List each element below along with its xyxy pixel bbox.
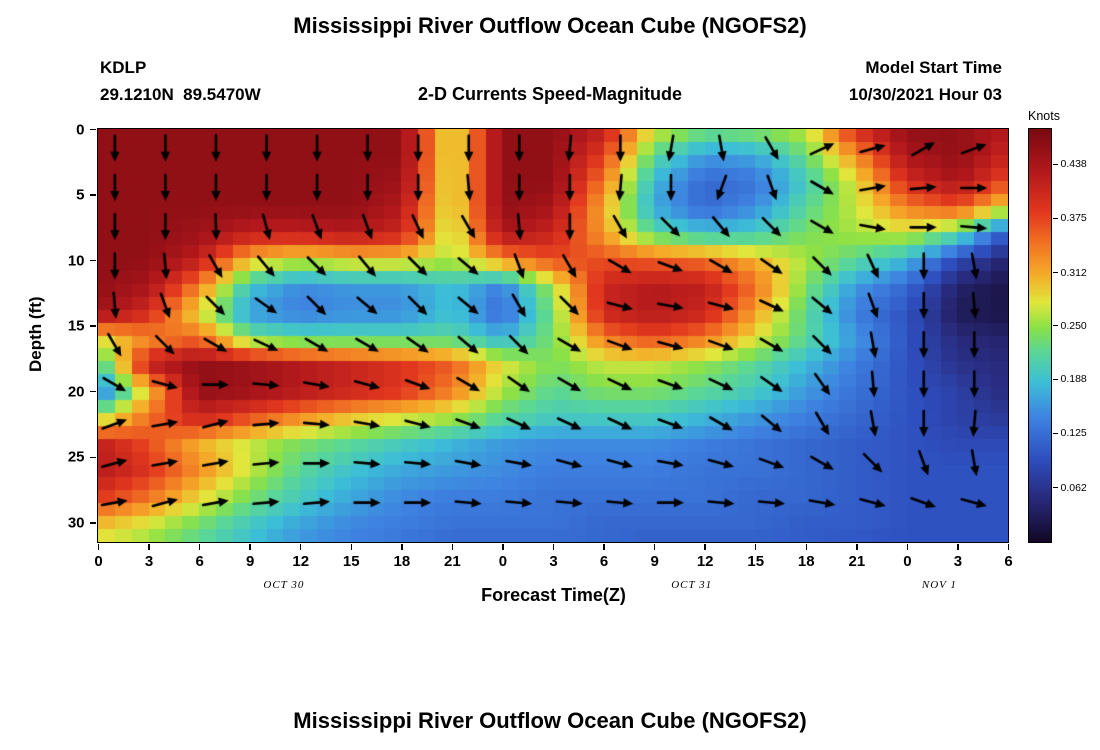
x-tick-label: 21: [444, 552, 461, 570]
x-tick-mark: [451, 544, 454, 550]
y-tick-mark: [89, 325, 96, 327]
model-start-time-label: Model Start Time: [865, 58, 1002, 77]
x-tick-mark: [97, 544, 100, 550]
x-tick-label: 0: [498, 552, 508, 570]
y-tick-label: 25: [67, 448, 85, 466]
x-tick-label: 15: [342, 552, 360, 570]
x-tick-mark: [401, 544, 403, 550]
colorbar-tick-mark: [1053, 271, 1058, 274]
x-tick-label: 3: [144, 552, 154, 570]
x-tick-mark: [198, 544, 201, 550]
colorbar-tick-mark: [1053, 325, 1058, 327]
x-axis-label: Forecast Time(Z): [481, 585, 626, 605]
colorbar-tick-mark: [1053, 217, 1058, 219]
colorbar-units-label: Knots: [1028, 109, 1060, 123]
x-tick-mark: [1007, 544, 1010, 550]
colorbar-tick-label: 0.125: [1060, 427, 1087, 440]
y-tick-mark: [89, 259, 96, 262]
currents-heatmap-canvas: [98, 129, 1008, 542]
y-tick-label: 30: [67, 514, 85, 532]
x-tick-label: 6: [195, 552, 204, 570]
colorbar-tick-mark: [1053, 487, 1058, 489]
x-tick-mark: [957, 544, 959, 550]
x-tick-label: 3: [953, 552, 963, 570]
y-tick-mark: [89, 390, 96, 393]
chart-title: Mississippi River Outflow Ocean Cube (NG…: [293, 13, 807, 38]
x-tick-mark: [502, 544, 504, 550]
x-tick-mark: [906, 544, 909, 550]
x-tick-mark: [856, 544, 858, 550]
colorbar: [1028, 128, 1052, 543]
x-tick-mark: [299, 544, 302, 550]
x-axis-date-label: NOV 1: [921, 578, 957, 591]
x-tick-label: 21: [848, 552, 866, 570]
colorbar-tick-label: 0.250: [1060, 319, 1087, 332]
chart-subtitle: 2-D Currents Speed-Magnitude: [417, 84, 683, 104]
y-tick-label: 15: [67, 317, 85, 335]
y-tick-label: 10: [67, 252, 85, 270]
x-tick-mark: [249, 544, 251, 550]
x-tick-label: 9: [650, 552, 659, 570]
x-tick-label: 0: [903, 552, 912, 570]
x-tick-mark: [704, 544, 706, 550]
model-start-time-value: 10/30/2021 Hour 03: [848, 85, 1002, 104]
x-tick-label: 3: [549, 552, 558, 570]
x-tick-mark: [754, 544, 757, 550]
x-tick-mark: [350, 544, 353, 550]
x-tick-label: 15: [747, 552, 765, 570]
x-tick-label: 18: [797, 552, 815, 570]
colorbar-tick-label: 0.375: [1060, 212, 1087, 225]
y-tick-label: 0: [76, 121, 85, 138]
station-coordinates: 29.1210N 89.5470W: [100, 85, 261, 104]
x-tick-label: 12: [292, 552, 310, 570]
y-tick-mark: [89, 194, 96, 196]
x-tick-mark: [653, 544, 656, 550]
x-tick-label: 6: [1004, 552, 1013, 570]
colorbar-canvas: [1029, 129, 1051, 542]
x-tick-label: 18: [393, 552, 411, 570]
x-tick-label: 6: [599, 552, 609, 570]
x-tick-mark: [603, 544, 605, 550]
x-tick-mark: [148, 544, 150, 550]
colorbar-tick-mark: [1053, 163, 1058, 165]
y-tick-mark: [89, 128, 96, 131]
y-axis-label: Depth (ft): [26, 296, 45, 372]
colorbar-tick-label: 0.062: [1060, 481, 1087, 494]
y-tick-label: 20: [67, 383, 85, 401]
x-axis-date-label: OCT 30: [263, 578, 305, 591]
colorbar-tick-label: 0.188: [1060, 373, 1087, 386]
x-tick-label: 0: [94, 552, 103, 570]
x-tick-label: 12: [696, 552, 714, 570]
x-tick-label: 9: [245, 552, 255, 570]
next-chart-title: Mississippi River Outflow Ocean Cube (NG…: [293, 708, 807, 733]
colorbar-tick-label: 0.438: [1060, 158, 1087, 171]
colorbar-tick-mark: [1053, 432, 1058, 435]
x-tick-mark: [805, 544, 808, 550]
colorbar-tick-mark: [1053, 378, 1058, 380]
y-tick-mark: [89, 456, 96, 459]
colorbar-tick-label: 0.312: [1060, 266, 1087, 279]
y-tick-label: 5: [76, 186, 85, 204]
station-id: KDLP: [100, 58, 147, 77]
x-axis-date-label: OCT 31: [671, 578, 713, 591]
x-tick-mark: [552, 544, 555, 550]
y-tick-mark: [89, 522, 96, 524]
heatmap-plot-area: [97, 128, 1009, 543]
